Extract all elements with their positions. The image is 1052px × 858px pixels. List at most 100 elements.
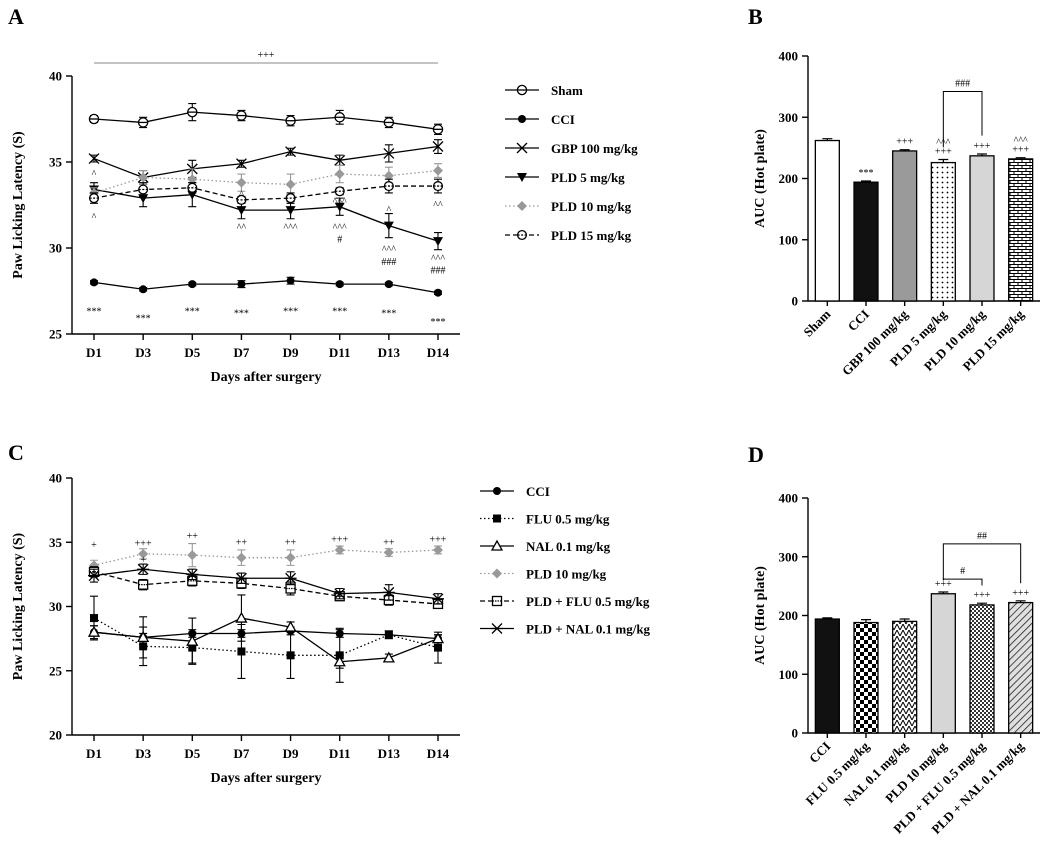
bar: [853, 181, 879, 302]
data-point: [286, 651, 295, 660]
error-bar: [861, 180, 871, 183]
legend-label: FLU 0.5 mg/kg: [526, 512, 610, 527]
bar: [814, 618, 840, 734]
significance-span-label: +++: [258, 50, 275, 61]
significance-mark: +++: [331, 535, 348, 546]
data-point: [235, 158, 247, 170]
data-point: [432, 593, 444, 605]
data-point: [433, 165, 443, 176]
legend-item: PLD + NAL 0.1 mg/kg: [480, 622, 651, 637]
x-tick-label: D13: [378, 746, 401, 761]
series-line: [93, 280, 439, 294]
data-point: [87, 625, 101, 637]
significance-mark: ***: [136, 314, 151, 325]
significance-mark: ^^: [237, 222, 247, 233]
series-line: [93, 549, 439, 567]
data-point: [88, 153, 100, 165]
legend-item: Sham: [505, 83, 583, 98]
bar: [1008, 601, 1034, 734]
significance-mark: ^: [92, 212, 97, 223]
significance-mark: ***: [859, 168, 874, 179]
series-line: [93, 145, 439, 179]
panel-a-line-chart: 25 30 35 40 D1 D3 D5 D7 D9 D11 D13 D14 Days after su…: [11, 50, 638, 385]
data-point: [285, 179, 296, 190]
x-tick-label: CCI: [845, 307, 872, 334]
significance-mark: ***: [283, 307, 298, 318]
error-bar: [938, 158, 949, 163]
legend-marker: [491, 623, 503, 634]
data-point: [384, 630, 393, 639]
legend-item: PLD 10 mg/kg: [480, 567, 607, 582]
legend-label: PLD 5 mg/kg: [551, 170, 625, 185]
series-line: [93, 568, 439, 600]
series-5: [88, 178, 444, 205]
data-point: [334, 544, 345, 555]
y-axis-title: AUC (Hot plate): [753, 129, 768, 228]
significance-mark: +++: [974, 590, 991, 601]
significance-mark: ###: [381, 257, 396, 268]
comparison-label: ###: [955, 79, 970, 90]
y-axis-title: Paw Licking Latency (S): [11, 131, 26, 279]
panel-c-line-chart: 20 25 30 35 40 D1 D3 D5 D7 D9 D11 D13 D14 Days after …: [11, 471, 651, 787]
data-point: [382, 651, 395, 663]
x-tick-label: D9: [283, 345, 299, 360]
panel-letter-a: A: [8, 4, 24, 29]
data-point: [383, 547, 394, 558]
significance-mark: ^^^: [431, 253, 445, 264]
significance-mark: ++: [383, 537, 395, 548]
y-tick-label: 400: [779, 491, 799, 506]
significance-mark: +++: [935, 147, 952, 158]
significance-mark: ^: [92, 169, 97, 180]
panel-letter-b: B: [748, 4, 763, 29]
bar: [930, 161, 956, 302]
panel-letter-d: D: [748, 442, 764, 467]
series-line: [93, 630, 439, 640]
data-point: [432, 141, 444, 152]
data-point: [235, 611, 248, 623]
legend-marker: [517, 201, 527, 211]
error-bar: [822, 617, 833, 620]
significance-mark: +++: [974, 141, 991, 152]
data-point: [433, 544, 443, 555]
y-tick-label: 30: [49, 241, 62, 256]
legend-marker: [493, 514, 501, 523]
legend-label: Sham: [551, 83, 583, 98]
series-5: [88, 563, 444, 605]
bar: [853, 621, 879, 734]
data-point: [186, 568, 199, 580]
y-tick-label: 40: [49, 69, 62, 84]
y-tick-label: 400: [779, 49, 799, 64]
error-bar: [1015, 157, 1026, 159]
y-tick-label: 0: [792, 726, 799, 741]
significance-mark: ***: [431, 317, 446, 328]
y-tick-label: 25: [49, 327, 63, 342]
significance-mark: ***: [332, 307, 347, 318]
data-point: [138, 548, 149, 559]
legend-marker: [517, 173, 527, 182]
data-point: [88, 570, 100, 582]
y-tick-label: 300: [779, 110, 799, 125]
y-tick-label: 200: [779, 608, 799, 623]
data-point: [383, 221, 394, 231]
legend-label: NAL 0.1 mg/kg: [526, 539, 611, 554]
error-bar: [977, 602, 987, 605]
data-point: [137, 631, 150, 642]
bar: [814, 139, 840, 302]
error-bar: [977, 153, 987, 156]
x-tick-label: D5: [184, 746, 200, 761]
series-line: [93, 571, 439, 605]
x-tick-label: D3: [135, 746, 151, 761]
data-point: [335, 280, 344, 289]
comparison-bracket: [942, 543, 1022, 584]
data-point: [333, 588, 346, 600]
data-point: [286, 276, 295, 285]
y-tick-label: 30: [49, 599, 62, 614]
data-point: [285, 146, 297, 158]
data-point: [431, 632, 445, 644]
data-point: [236, 206, 247, 216]
data-point: [186, 634, 199, 646]
legend-marker: [516, 142, 528, 154]
significance-mark: ^^^: [382, 245, 396, 256]
